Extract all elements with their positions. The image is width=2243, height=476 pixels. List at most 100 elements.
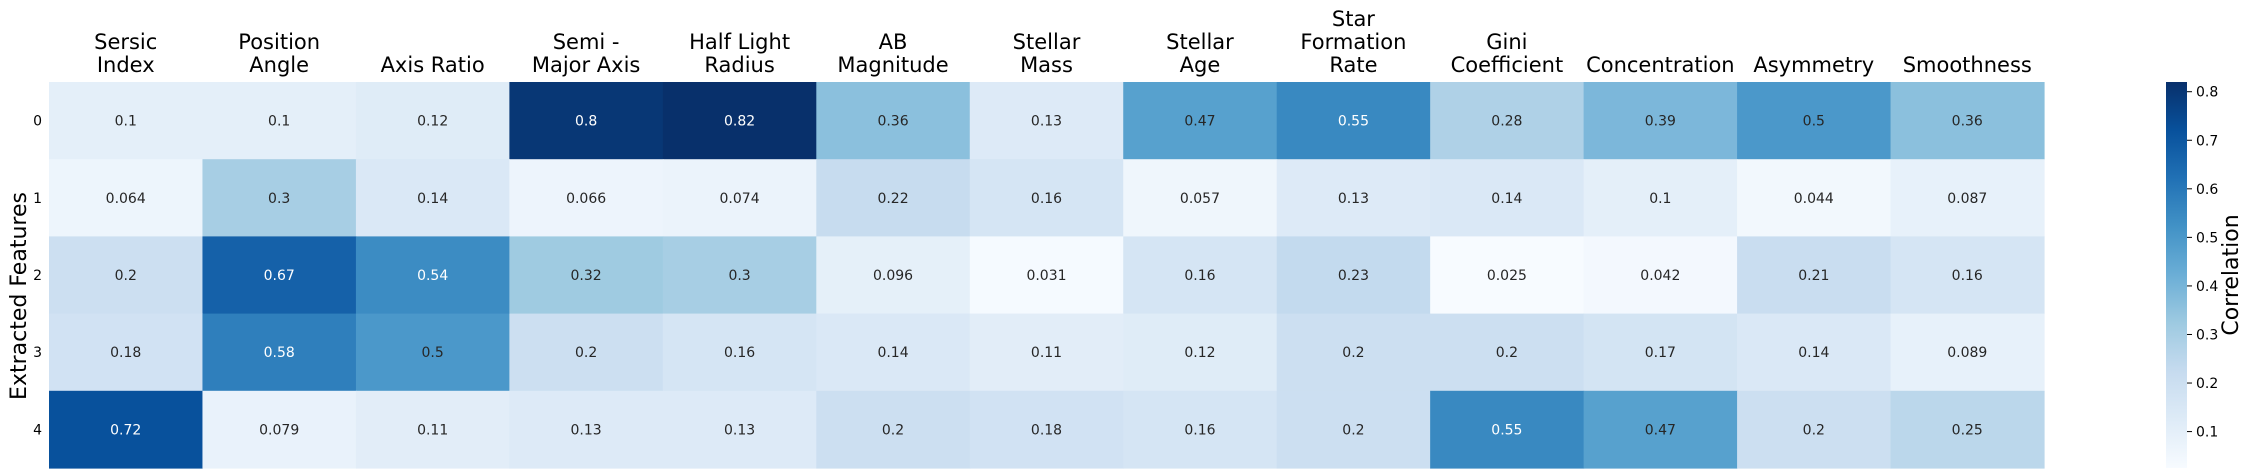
heatmap-cell: [1123, 159, 1278, 237]
cell-value-label: 0.16: [1184, 422, 1215, 438]
cell-value-label: 0.089: [1947, 345, 1987, 361]
cell-value-label: 0.39: [1645, 114, 1676, 130]
cell-value-label: 0.11: [1031, 345, 1062, 361]
cell-value-label: 0.67: [264, 268, 295, 284]
heatmap-cell: [1890, 390, 2045, 469]
cell-value-label: 0.47: [1184, 114, 1215, 130]
heatmap-cell: [202, 313, 357, 392]
cell-value-label: 0.12: [417, 114, 448, 130]
heatmap-cell: [1276, 390, 1431, 469]
y-axis-title: Extracted Features: [7, 192, 32, 400]
cell-value-label: 0.3: [728, 268, 750, 284]
column-label: Axis Ratio: [381, 53, 485, 77]
heatmap-cell: [969, 390, 1124, 469]
colorbar-tick-label: 0.1: [2196, 425, 2218, 441]
heatmap-cell: [49, 390, 204, 469]
heatmap-cell: [816, 236, 971, 315]
heatmap-cell: [662, 236, 817, 315]
cell-value-label: 0.13: [1338, 191, 1369, 207]
heatmap-cell: [1583, 390, 1738, 469]
heatmap-cell: [1123, 82, 1278, 160]
cell-value-label: 0.18: [1031, 422, 1062, 438]
cell-value-label: 0.14: [877, 345, 908, 361]
colorbar-title: Correlation: [2219, 214, 2243, 335]
heatmap-cell: [1430, 313, 1585, 392]
heatmap-cell: [816, 159, 971, 237]
colorbar-tick-label: 0.5: [2196, 230, 2218, 246]
heatmap-cell: [1737, 313, 1892, 392]
heatmap-cell: [1123, 390, 1278, 469]
heatmap-cell: [1123, 313, 1278, 392]
heatmap-cell: [509, 313, 664, 392]
cell-value-label: 0.28: [1491, 114, 1522, 130]
cell-value-label: 0.16: [1031, 191, 1062, 207]
cell-value-label: 0.2: [1342, 422, 1364, 438]
heatmap-cell: [509, 236, 664, 315]
heatmap-cell: [355, 390, 510, 469]
column-label: Concentration: [1586, 53, 1735, 77]
heatmap-cell: [816, 313, 971, 392]
heatmap-cell: [969, 236, 1124, 315]
column-label: Asymmetry: [1753, 53, 1874, 77]
colorbar-tick-label: 0.6: [2196, 182, 2218, 198]
heatmap-cell: [1276, 313, 1431, 392]
heatmap-cell: [509, 159, 664, 237]
heatmap-cell: [969, 82, 1124, 160]
heatmap-cell: [1430, 236, 1585, 315]
heatmap-cell: [662, 159, 817, 237]
cell-value-label: 0.096: [873, 268, 913, 284]
heatmap-cell: [662, 313, 817, 392]
column-label: Sersic Index: [94, 30, 157, 77]
colorbar-tick-label: 0.4: [2196, 279, 2218, 295]
cell-value-label: 0.13: [571, 422, 602, 438]
row-labels: 0 1 2 3 4: [33, 114, 42, 439]
cell-value-label: 0.1: [115, 114, 137, 130]
column-label: Stellar Mass: [1013, 30, 1081, 77]
heatmap-cell: [355, 82, 510, 160]
cell-value-label: 0.22: [877, 191, 908, 207]
cell-value-label: 0.14: [1491, 191, 1522, 207]
heatmap-cell: [1737, 159, 1892, 237]
cell-value-label: 0.55: [1338, 114, 1369, 130]
row-label: 0: [33, 114, 42, 130]
cell-value-label: 0.057: [1180, 191, 1220, 207]
row-label: 4: [33, 422, 42, 438]
row-label: 1: [33, 191, 42, 207]
cell-value-label: 0.066: [566, 191, 606, 207]
heatmap-cell: [1890, 236, 2045, 315]
cell-value-label: 0.031: [1026, 268, 1066, 284]
cell-value-label: 0.16: [1184, 268, 1215, 284]
cell-value-label: 0.54: [417, 268, 448, 284]
cell-value-label: 0.13: [1031, 114, 1062, 130]
heatmap-cell: [1890, 313, 2045, 392]
heatmap-cell: [509, 390, 664, 469]
cell-value-label: 0.2: [1342, 345, 1364, 361]
column-label: Stellar Age: [1166, 30, 1234, 77]
cell-value-label: 0.044: [1794, 191, 1834, 207]
colorbar-tick-label: 0.3: [2196, 327, 2218, 343]
cell-value-label: 0.13: [724, 422, 755, 438]
column-labels: Sersic Index Position Angle Axis Ratio Semi -…: [94, 7, 2032, 77]
heatmap-cell: [202, 236, 357, 315]
colorbar-tick-label: 0.8: [2196, 85, 2218, 101]
cell-value-label: 0.17: [1645, 345, 1676, 361]
colorbar-tick-label: 0.2: [2196, 376, 2218, 392]
column-label: Half Light Radius: [689, 30, 790, 77]
heatmap-cell: [1890, 159, 2045, 237]
heatmap-cell: [1430, 390, 1585, 469]
heatmap-cell: [202, 390, 357, 469]
heatmap-cell: [49, 82, 204, 160]
row-label: 3: [33, 345, 42, 361]
cell-value-label: 0.25: [1952, 422, 1983, 438]
cell-value-label: 0.82: [724, 114, 755, 130]
cell-value-label: 0.55: [1491, 422, 1522, 438]
column-label: Gini Coefficient: [1451, 30, 1564, 77]
cell-value-label: 0.025: [1487, 268, 1527, 284]
cell-value-label: 0.72: [110, 422, 141, 438]
heatmap-cell: [49, 313, 204, 392]
heatmap-cell: [355, 236, 510, 315]
heatmap-cell: [662, 82, 817, 160]
cell-value-label: 0.36: [877, 114, 908, 130]
row-label: 2: [33, 268, 42, 284]
